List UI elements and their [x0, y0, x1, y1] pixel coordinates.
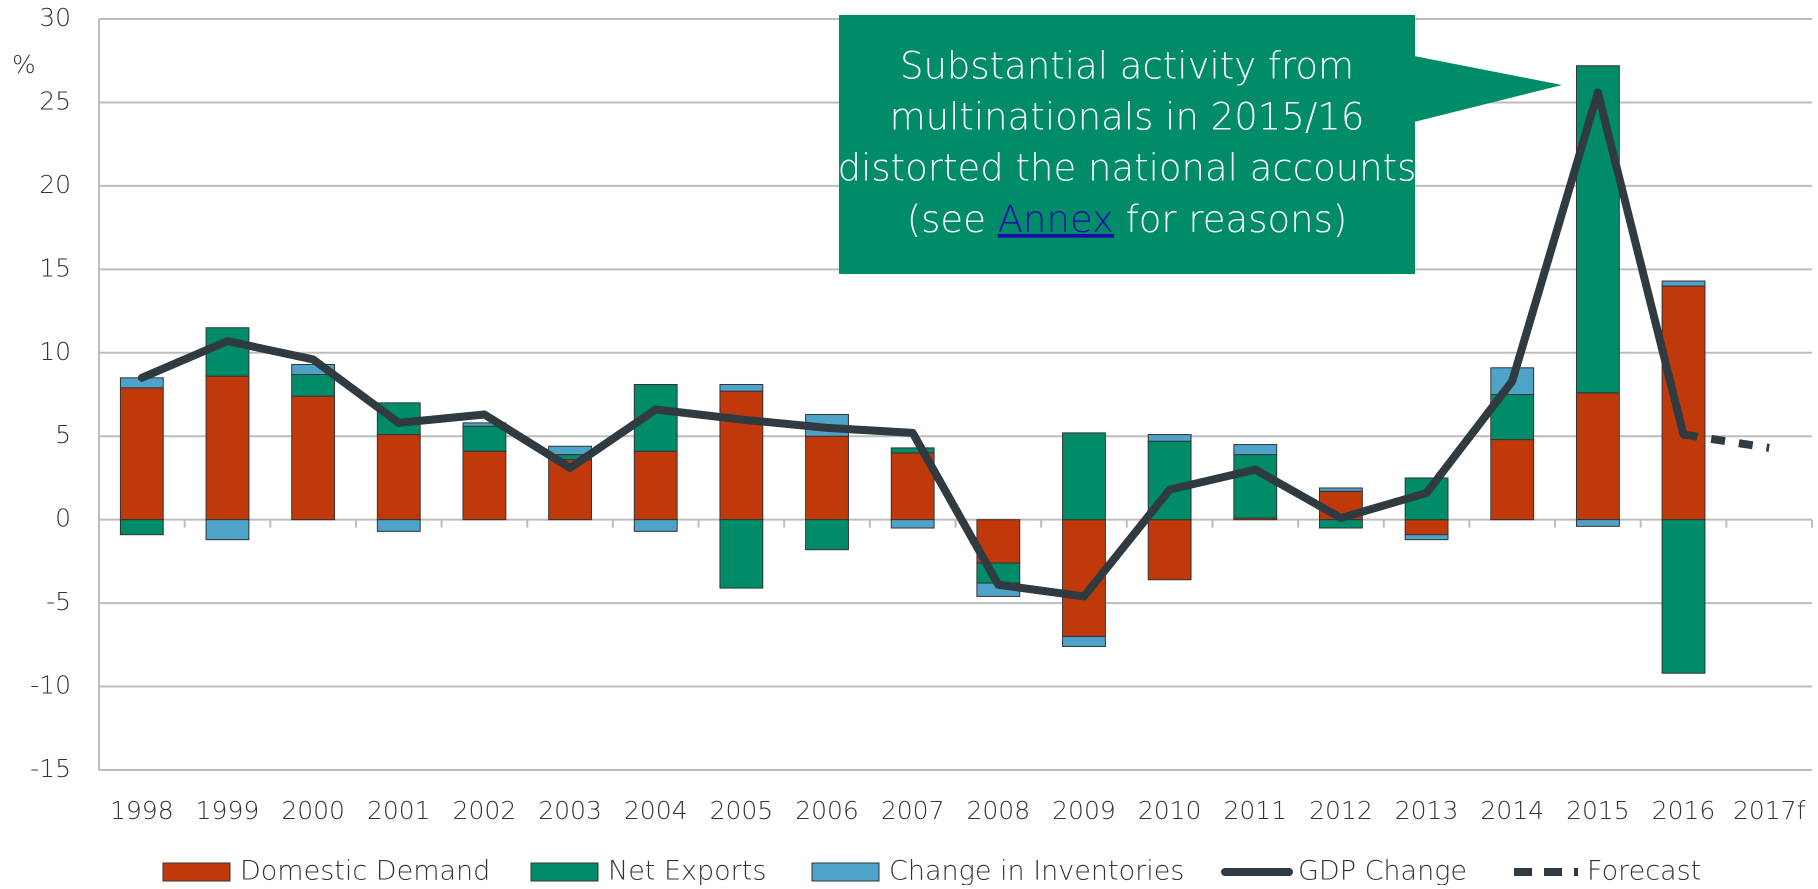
bar [890, 519, 935, 529]
bar [719, 390, 764, 521]
x-tick-label: 2014 [1480, 796, 1544, 825]
bar [805, 519, 849, 551]
bar [1062, 432, 1106, 521]
annotation-line: (see Annex for reasons) [907, 198, 1348, 241]
bar [633, 450, 678, 521]
x-tick-label: 2012 [1309, 796, 1373, 825]
x-tick-label: 2005 [710, 796, 774, 825]
y-tick-label: 30 [39, 3, 71, 32]
x-tick-label: 2017f [1733, 796, 1806, 825]
callout-box [839, 15, 1415, 274]
legend-swatch [162, 862, 231, 882]
y-tick-label: 25 [39, 86, 71, 115]
x-tick-label: 2013 [1395, 796, 1459, 825]
x-tick-label: 2003 [538, 796, 602, 825]
x-tick-label: 1998 [110, 796, 174, 825]
x-tick-label: 2010 [1138, 796, 1202, 825]
bar [119, 387, 164, 521]
x-tick-label: 2015 [1566, 796, 1630, 825]
bar [291, 395, 336, 521]
bar [291, 373, 336, 397]
bar [1661, 285, 1706, 521]
legend-label: GDP Change [1298, 856, 1467, 886]
bar [1147, 519, 1192, 581]
legend-swatch [530, 862, 599, 882]
y-tick-label: 15 [39, 253, 71, 282]
bar [205, 519, 250, 541]
x-tick-label: 1999 [196, 796, 260, 825]
annotation-text: for reasons) [1114, 198, 1347, 241]
x-tick-label: 2008 [967, 796, 1031, 825]
bar [462, 450, 507, 521]
y-axis-label: % [12, 50, 36, 79]
legend-swatch [811, 862, 880, 882]
legend-label: Domestic Demand [240, 856, 490, 886]
bar [1661, 280, 1706, 287]
bar [890, 447, 935, 454]
bar [462, 425, 507, 452]
legend-label: Net Exports [608, 856, 766, 886]
x-tick-label: 2016 [1652, 796, 1716, 825]
annotation-line: multinationals in 2015/16 [890, 96, 1365, 139]
bar [376, 519, 421, 532]
bar [1233, 454, 1278, 519]
x-tick-label: 2001 [367, 796, 431, 825]
x-tick-label: 2011 [1223, 796, 1287, 825]
bar [1575, 65, 1620, 394]
bar [1575, 519, 1620, 527]
bar [205, 327, 250, 377]
y-tick-label: 5 [55, 420, 71, 449]
bar [1319, 487, 1363, 492]
y-tick-label: -15 [30, 754, 71, 783]
bar [719, 519, 764, 589]
annotation-text: (see [907, 198, 998, 241]
x-tick-label: 2000 [281, 796, 345, 825]
bar [1062, 635, 1106, 648]
bar [1404, 534, 1449, 541]
bar [1661, 519, 1706, 674]
y-tick-label: -5 [46, 587, 71, 616]
x-tick-label: 2002 [453, 796, 517, 825]
legend-label: Change in Inventories [889, 856, 1184, 886]
bar [1404, 519, 1449, 536]
annotation-link[interactable]: Annex [998, 198, 1114, 241]
annotation-line: distorted the national accounts [838, 147, 1417, 190]
bar [119, 519, 164, 536]
bar [205, 375, 250, 521]
y-tick-label: 0 [55, 504, 71, 533]
x-tick-label: 2004 [624, 796, 688, 825]
bar [376, 434, 421, 521]
x-tick-label: 2009 [1052, 796, 1116, 825]
legend-label: Forecast [1587, 856, 1701, 886]
y-tick-label: 20 [39, 170, 71, 199]
x-tick-label: 2007 [881, 796, 945, 825]
x-tick-label: 2006 [795, 796, 859, 825]
y-tick-label: 10 [39, 337, 71, 366]
callout-pointer [1414, 56, 1562, 122]
y-tick-label: -10 [30, 671, 71, 700]
annotation-line: Substantial activity from [900, 45, 1354, 88]
bar [633, 519, 678, 532]
bar [1147, 434, 1192, 442]
line [137, 88, 1688, 601]
bar [805, 435, 849, 521]
bar [291, 363, 336, 375]
bar [1575, 392, 1620, 521]
bar [1490, 439, 1535, 521]
bar [719, 383, 764, 392]
bar [1233, 444, 1278, 456]
